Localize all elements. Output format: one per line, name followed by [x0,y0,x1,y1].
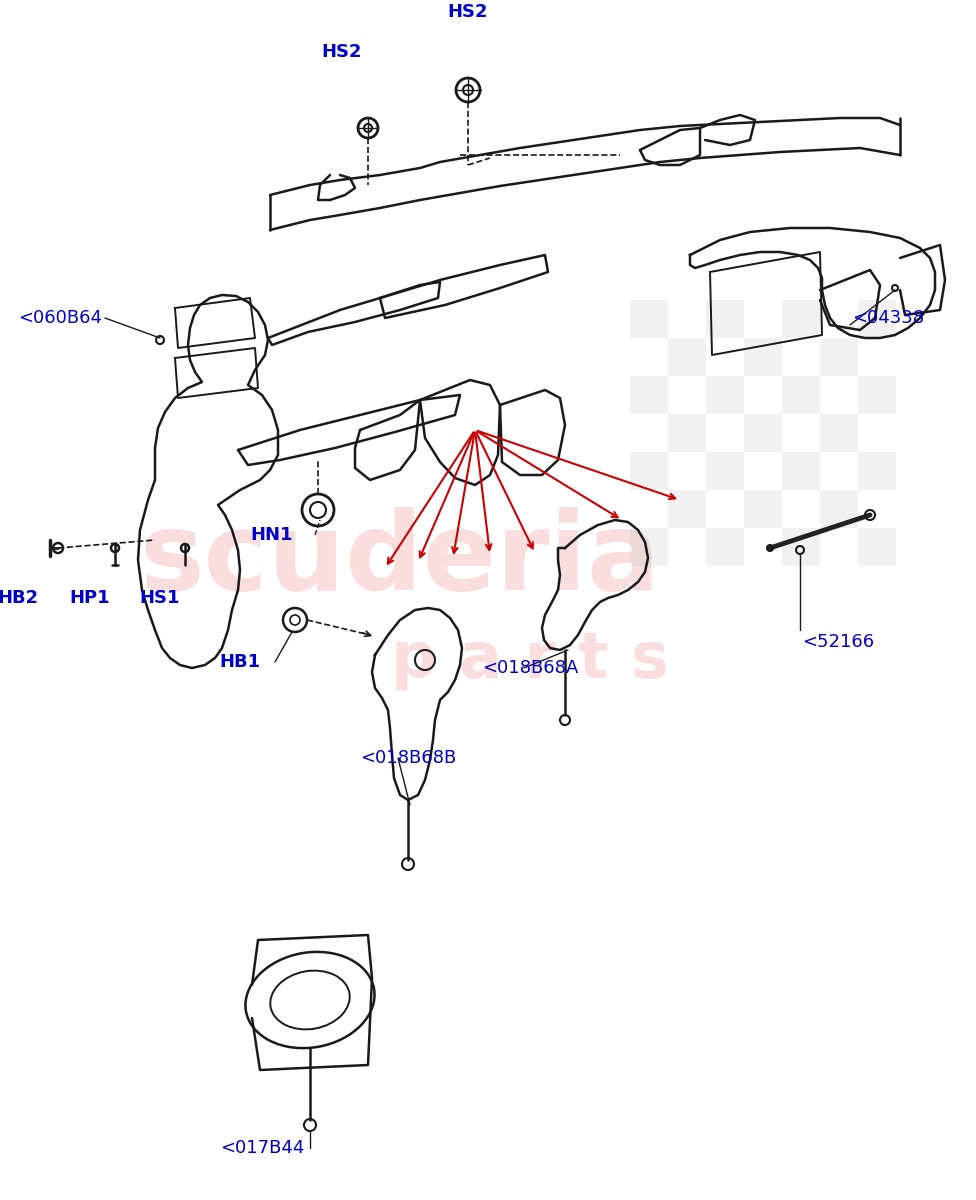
Bar [744,338,782,376]
Text: HS2: HS2 [322,43,362,61]
Bar [782,528,820,566]
Text: <017B44: <017B44 [220,1139,305,1157]
Bar [858,300,896,338]
Text: HS1: HS1 [140,589,181,607]
Text: HB2: HB2 [0,589,39,607]
Bar [820,414,858,452]
Text: scuderia: scuderia [140,506,661,613]
Bar [706,452,744,490]
Bar [706,376,744,414]
Bar [668,490,706,528]
Text: HB1: HB1 [220,653,261,671]
Bar [820,490,858,528]
Bar [630,452,668,490]
Bar [706,300,744,338]
Bar [630,300,668,338]
Text: <060B64: <060B64 [18,308,102,326]
Bar [744,414,782,452]
Bar [820,338,858,376]
Bar [858,376,896,414]
Text: <04338: <04338 [852,308,924,326]
Text: p a r t s: p a r t s [391,629,669,691]
Bar [782,376,820,414]
Text: <018B68A: <018B68A [482,659,579,677]
Text: HP1: HP1 [69,589,110,607]
Bar [744,490,782,528]
Text: <018B68B: <018B68B [360,749,456,767]
Bar [782,300,820,338]
Bar [668,414,706,452]
Bar [782,452,820,490]
Bar [706,528,744,566]
Bar [668,338,706,376]
Text: HS2: HS2 [448,2,488,20]
Bar [858,528,896,566]
Bar [630,376,668,414]
Text: <52166: <52166 [802,634,874,650]
Bar [858,452,896,490]
Text: HN1: HN1 [251,526,293,544]
Bar [630,528,668,566]
